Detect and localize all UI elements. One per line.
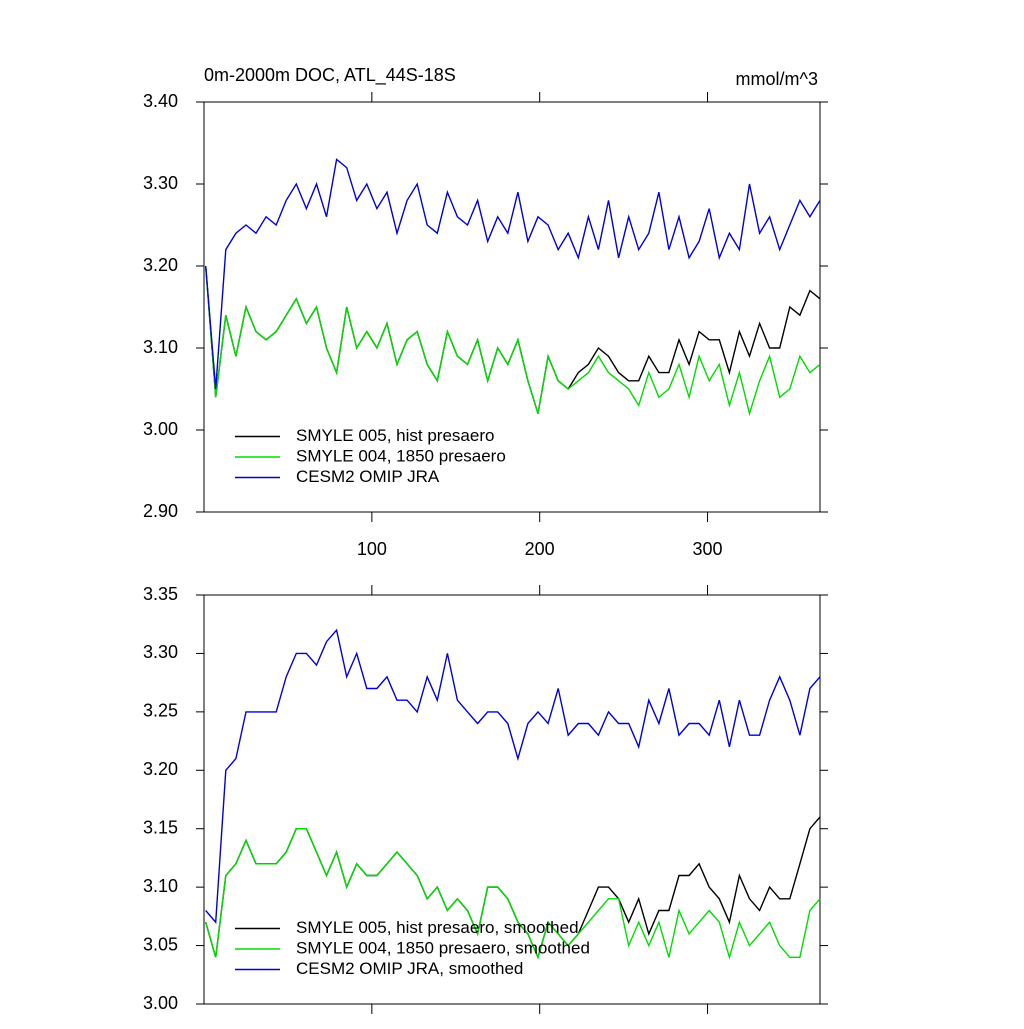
y-tick-label: 3.00 bbox=[143, 993, 178, 1013]
legend-label: CESM2 OMIP JRA, smoothed bbox=[296, 959, 523, 978]
series-line bbox=[205, 628, 821, 924]
x-tick-label: 200 bbox=[525, 539, 555, 559]
legend-label: SMYLE 005, hist presaero bbox=[296, 426, 494, 445]
y-tick-label: 3.10 bbox=[143, 337, 178, 357]
plot-frame bbox=[203, 594, 821, 1005]
series-line bbox=[205, 265, 821, 417]
y-tick-label: 3.25 bbox=[143, 701, 178, 721]
legend-label: SMYLE 005, hist presaero, smoothed bbox=[296, 918, 579, 937]
plot-frame bbox=[203, 101, 821, 513]
x-tick-label: 100 bbox=[357, 539, 387, 559]
x-tick-label: 300 bbox=[693, 539, 723, 559]
y-tick-label: 3.30 bbox=[143, 173, 178, 193]
y-tick-label: 3.30 bbox=[143, 642, 178, 662]
y-tick-label: 3.40 bbox=[143, 91, 178, 111]
y-tick-label: 3.20 bbox=[143, 255, 178, 275]
chart-title: 0m-2000m DOC, ATL_44S-18S bbox=[204, 65, 456, 86]
legend-label: SMYLE 004, 1850 presaero bbox=[296, 446, 506, 465]
legend-label: SMYLE 004, 1850 presaero, smoothed bbox=[296, 938, 590, 957]
y-tick-label: 3.00 bbox=[143, 419, 178, 439]
series-line bbox=[205, 828, 821, 960]
y-tick-label: 3.35 bbox=[143, 584, 178, 604]
units-label: mmol/m^3 bbox=[736, 69, 818, 89]
y-tick-label: 3.20 bbox=[143, 759, 178, 779]
y-tick-label: 2.90 bbox=[143, 501, 178, 521]
y-tick-label: 3.10 bbox=[143, 876, 178, 896]
y-tick-label: 3.05 bbox=[143, 934, 178, 954]
y-tick-label: 3.15 bbox=[143, 817, 178, 837]
series-line bbox=[205, 158, 821, 390]
legend-label: CESM2 OMIP JRA bbox=[296, 467, 440, 486]
